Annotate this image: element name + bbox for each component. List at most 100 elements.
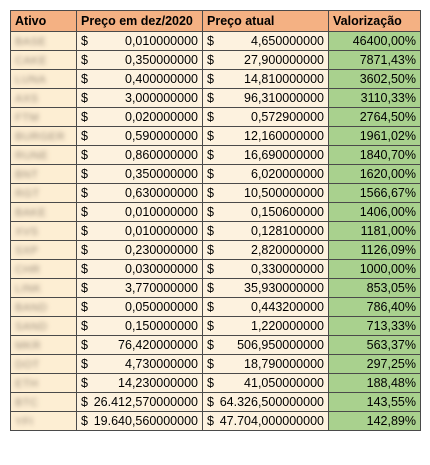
cell-price-dec2020[interactable]: $0,010000000 xyxy=(76,202,203,222)
cell-valorization[interactable]: 3602,50% xyxy=(328,69,421,89)
cell-valorization[interactable]: 853,05% xyxy=(328,278,421,298)
cell-price-now[interactable]: $14,810000000 xyxy=(202,69,329,89)
cell-price-dec2020[interactable]: $0,030000000 xyxy=(76,259,203,279)
cell-asset[interactable]: FTM xyxy=(10,107,77,127)
cell-valorization[interactable]: 142,89% xyxy=(328,411,421,431)
cell-valorization[interactable]: 2764,50% xyxy=(328,107,421,127)
cell-price-now[interactable]: $1,220000000 xyxy=(202,316,329,336)
cell-asset[interactable]: LINK xyxy=(10,278,77,298)
cell-price-now[interactable]: $12,160000000 xyxy=(202,126,329,146)
cell-price-dec2020[interactable]: $0,400000000 xyxy=(76,69,203,89)
cell-price-now[interactable]: $4,650000000 xyxy=(202,31,329,51)
valorization-value: 2764,50% xyxy=(359,110,416,124)
cell-price-now[interactable]: $0,572900000 xyxy=(202,107,329,127)
cell-price-dec2020[interactable]: $76,420000000 xyxy=(76,335,203,355)
cell-asset[interactable]: AXS xyxy=(10,88,77,108)
cell-valorization[interactable]: 1566,67% xyxy=(328,183,421,203)
cell-valorization[interactable]: 7871,43% xyxy=(328,50,421,70)
cell-price-now[interactable]: $64.326,500000000 xyxy=(202,392,329,412)
cell-price-now[interactable]: $0,150600000 xyxy=(202,202,329,222)
cell-valorization[interactable]: 1620,00% xyxy=(328,164,421,184)
cell-price-dec2020[interactable]: $3,000000000 xyxy=(76,88,203,108)
cell-price-dec2020[interactable]: $3,770000000 xyxy=(76,278,203,298)
cell-asset[interactable]: MKR xyxy=(10,335,77,355)
valorization-value: 786,40% xyxy=(366,300,416,314)
cell-price-now[interactable]: $506,950000000 xyxy=(202,335,329,355)
price-now-value: 35,930000000 xyxy=(244,281,324,295)
cell-price-now[interactable]: $27,900000000 xyxy=(202,50,329,70)
header-price-dec2020[interactable]: Preço em dez/2020 xyxy=(76,10,203,32)
currency-symbol: $ xyxy=(81,300,88,314)
cell-valorization[interactable]: 188,48% xyxy=(328,373,421,393)
cell-price-dec2020[interactable]: $0,350000000 xyxy=(76,50,203,70)
header-valorization[interactable]: Valorização xyxy=(328,10,421,32)
cell-price-dec2020[interactable]: $0,150000000 xyxy=(76,316,203,336)
cell-price-now[interactable]: $41,050000000 xyxy=(202,373,329,393)
cell-price-now[interactable]: $0,443200000 xyxy=(202,297,329,317)
cell-price-dec2020[interactable]: $4,730000000 xyxy=(76,354,203,374)
cell-valorization[interactable]: 1126,09% xyxy=(328,240,421,260)
asset-name: LUNA xyxy=(15,74,47,86)
cell-valorization[interactable]: 143,55% xyxy=(328,392,421,412)
cell-asset[interactable]: ETH xyxy=(10,373,77,393)
cell-price-now[interactable]: $18,790000000 xyxy=(202,354,329,374)
cell-price-now[interactable]: $35,930000000 xyxy=(202,278,329,298)
currency-symbol: $ xyxy=(207,262,214,276)
cell-valorization[interactable]: 3110,33% xyxy=(328,88,421,108)
cell-asset[interactable]: CHR xyxy=(10,259,77,279)
cell-asset[interactable]: LUNA xyxy=(10,69,77,89)
cell-asset[interactable]: BAKE xyxy=(10,202,77,222)
cell-valorization[interactable]: 1000,00% xyxy=(328,259,421,279)
cell-valorization[interactable]: 713,33% xyxy=(328,316,421,336)
cell-price-dec2020[interactable]: $0,590000000 xyxy=(76,126,203,146)
cell-price-dec2020[interactable]: $0,050000000 xyxy=(76,297,203,317)
cell-asset[interactable]: BNT xyxy=(10,164,77,184)
cell-price-dec2020[interactable]: $0,630000000 xyxy=(76,183,203,203)
currency-symbol: $ xyxy=(81,224,88,238)
header-asset[interactable]: Ativo xyxy=(10,10,77,32)
cell-asset[interactable]: SXP xyxy=(10,240,77,260)
cell-asset[interactable]: BTC xyxy=(10,392,77,412)
cell-asset[interactable]: BASE xyxy=(10,31,77,51)
cell-price-dec2020[interactable]: $26.412,570000000 xyxy=(76,392,203,412)
cell-price-dec2020[interactable]: $0,350000000 xyxy=(76,164,203,184)
cell-valorization[interactable]: 786,40% xyxy=(328,297,421,317)
cell-price-now[interactable]: $47.704,000000000 xyxy=(202,411,329,431)
cell-price-now[interactable]: $10,500000000 xyxy=(202,183,329,203)
cell-valorization[interactable]: 1961,02% xyxy=(328,126,421,146)
cell-asset[interactable]: BURGER xyxy=(10,126,77,146)
cell-valorization[interactable]: 1181,00% xyxy=(328,221,421,241)
cell-asset[interactable]: CAKE xyxy=(10,50,77,70)
cell-asset[interactable]: YFI xyxy=(10,411,77,431)
cell-price-now[interactable]: $96,310000000 xyxy=(202,88,329,108)
cell-price-now[interactable]: $16,690000000 xyxy=(202,145,329,165)
cell-price-now[interactable]: $2,820000000 xyxy=(202,240,329,260)
cell-price-dec2020[interactable]: $19.640,560000000 xyxy=(76,411,203,431)
cell-asset[interactable]: SAND xyxy=(10,316,77,336)
cell-price-now[interactable]: $0,128100000 xyxy=(202,221,329,241)
cell-price-dec2020[interactable]: $0,230000000 xyxy=(76,240,203,260)
currency-symbol: $ xyxy=(207,167,214,181)
currency-symbol: $ xyxy=(81,376,88,390)
valorization-value: 3110,33% xyxy=(360,91,416,105)
cell-valorization[interactable]: 297,25% xyxy=(328,354,421,374)
cell-asset[interactable]: XVS xyxy=(10,221,77,241)
cell-valorization[interactable]: 46400,00% xyxy=(328,31,421,51)
header-price-now[interactable]: Preço atual xyxy=(202,10,329,32)
cell-valorization[interactable]: 1406,00% xyxy=(328,202,421,222)
cell-valorization[interactable]: 1840,70% xyxy=(328,145,421,165)
cell-price-dec2020[interactable]: $0,020000000 xyxy=(76,107,203,127)
cell-price-now[interactable]: $6,020000000 xyxy=(202,164,329,184)
cell-asset[interactable]: DOT xyxy=(10,354,77,374)
cell-price-dec2020[interactable]: $0,860000000 xyxy=(76,145,203,165)
cell-valorization[interactable]: 563,37% xyxy=(328,335,421,355)
asset-name: YFI xyxy=(15,416,34,428)
cell-price-dec2020[interactable]: $14,230000000 xyxy=(76,373,203,393)
cell-price-dec2020[interactable]: $0,010000000 xyxy=(76,221,203,241)
cell-price-dec2020[interactable]: $0,010000000 xyxy=(76,31,203,51)
cell-asset[interactable]: BAND xyxy=(10,297,77,317)
cell-asset[interactable]: RUNE xyxy=(10,145,77,165)
cell-asset[interactable]: RGT xyxy=(10,183,77,203)
cell-price-now[interactable]: $0,330000000 xyxy=(202,259,329,279)
table-row: BURGER $0,590000000 $12,160000000 1961,02% xyxy=(10,126,421,146)
